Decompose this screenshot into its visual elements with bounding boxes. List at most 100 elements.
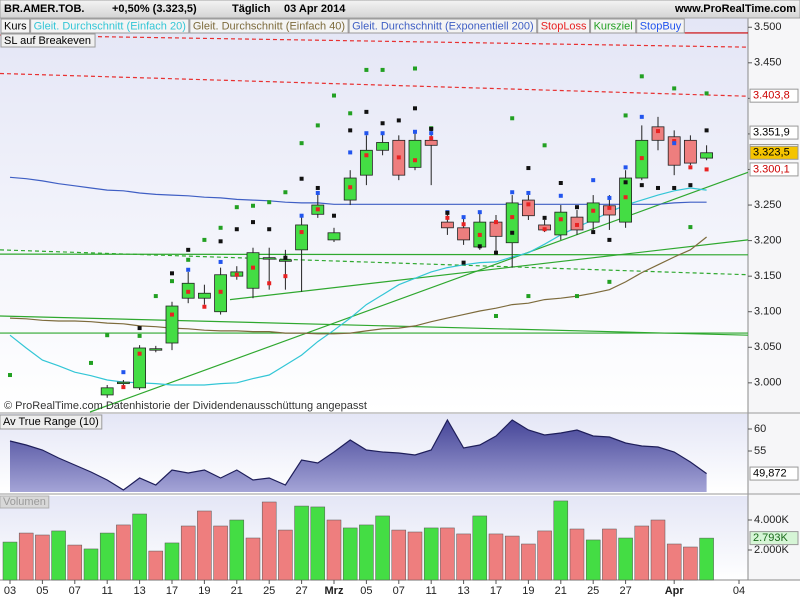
panel-title-box — [0, 495, 50, 509]
volume-bar — [245, 537, 261, 581]
header-change: +0,50% (3.323,5) — [112, 3, 197, 15]
signal-dot — [510, 215, 515, 220]
candle-body — [505, 202, 519, 244]
price-tag: 3.351,9 — [753, 126, 790, 138]
signal-dot — [510, 190, 515, 195]
y-tick-label: 55 — [754, 445, 766, 457]
signal-dot — [250, 203, 255, 208]
candle-body — [700, 152, 713, 159]
signal-dot — [331, 93, 336, 98]
volume-bar — [213, 525, 228, 581]
signal-dot — [364, 67, 369, 72]
signal-dot — [542, 227, 547, 232]
price-tag-box — [749, 162, 799, 177]
signal-dot — [672, 86, 677, 91]
legend-label: StopLoss — [541, 20, 587, 32]
volume-bar — [326, 519, 342, 581]
signal-dot — [186, 267, 191, 272]
volume-bar — [391, 529, 407, 581]
y-tick-label: 3.100 — [754, 306, 782, 318]
x-tick-label: 03 — [4, 585, 16, 597]
candle-body — [246, 252, 260, 289]
signal-dot — [234, 272, 239, 277]
signal-dot — [526, 166, 531, 171]
trendline — [0, 315, 749, 336]
trendline — [0, 253, 749, 256]
signal-dot — [396, 118, 401, 123]
signal-dot — [704, 167, 709, 172]
volume-bar — [634, 525, 650, 581]
signal-dot — [639, 183, 644, 188]
legend-box — [590, 18, 637, 34]
y-tick-label: 3.200 — [754, 235, 782, 247]
volume-bar — [423, 527, 439, 581]
signal-dot — [299, 213, 304, 218]
x-tick-label: 13 — [133, 585, 145, 597]
legend-label: Gleit. Durchschnitt (Einfach 40) — [193, 20, 345, 32]
signal-dot — [186, 247, 191, 252]
indicator-label: SL auf Breakeven — [4, 35, 91, 47]
x-tick-label: 07 — [69, 585, 81, 597]
legend-label: StopBuy — [640, 20, 682, 32]
signal-dot — [558, 193, 563, 198]
volume-bar — [618, 537, 633, 581]
signal-dot — [607, 195, 612, 200]
signal-dot — [461, 215, 466, 220]
signal-dot — [186, 257, 191, 262]
signal-dot — [607, 279, 612, 284]
signal-dot — [380, 121, 385, 126]
candle-body — [619, 177, 632, 223]
signal-dot — [186, 289, 191, 294]
legend-box — [636, 18, 685, 34]
signal-dot — [218, 239, 223, 244]
signal-dot — [672, 185, 677, 190]
legend-box — [0, 18, 31, 34]
signal-dot — [412, 66, 417, 71]
volume-bar — [18, 532, 34, 581]
signal-dot — [574, 294, 579, 299]
volume-tag-box — [749, 531, 799, 546]
signal-dot — [218, 225, 223, 230]
x-tick-label: 21 — [231, 585, 243, 597]
volume-bar — [180, 525, 196, 581]
trendline — [0, 34, 749, 48]
signal-dot — [380, 131, 385, 136]
signal-dot — [218, 289, 223, 294]
signal-dot — [234, 227, 239, 232]
signal-dot — [542, 143, 547, 148]
signal-dot — [493, 220, 498, 225]
atr-line — [9, 418, 707, 491]
signal-dot — [493, 250, 498, 255]
price-tag-box — [749, 88, 799, 103]
candle-body — [457, 227, 470, 241]
x-tick-label: 07 — [393, 585, 405, 597]
signal-dot — [574, 205, 579, 210]
candle-body — [376, 142, 389, 151]
candle-body — [424, 139, 438, 146]
volume-bar — [99, 532, 115, 581]
signal-dot — [445, 215, 450, 220]
signal-dot — [299, 141, 304, 146]
signal-dot — [623, 180, 628, 185]
signal-dot — [655, 185, 660, 190]
signal-dot — [688, 165, 693, 170]
panel-title: Volumen — [3, 496, 46, 508]
signal-dot — [526, 190, 531, 195]
x-tick-label: 17 — [490, 585, 502, 597]
legend-box — [348, 18, 538, 34]
volume-bar — [35, 534, 50, 581]
trendline — [0, 72, 749, 97]
header-bar — [0, 0, 800, 19]
signal-dot — [137, 333, 142, 338]
signal-dot — [639, 156, 644, 161]
signal-dot — [299, 230, 304, 235]
candle-body — [489, 221, 503, 237]
candle-body — [116, 381, 130, 385]
panel-title: Av True Range (10) — [3, 416, 99, 428]
signal-dot — [153, 294, 158, 299]
signal-dot — [7, 373, 12, 378]
volume-bar — [650, 519, 666, 581]
signal-dot — [396, 155, 401, 160]
